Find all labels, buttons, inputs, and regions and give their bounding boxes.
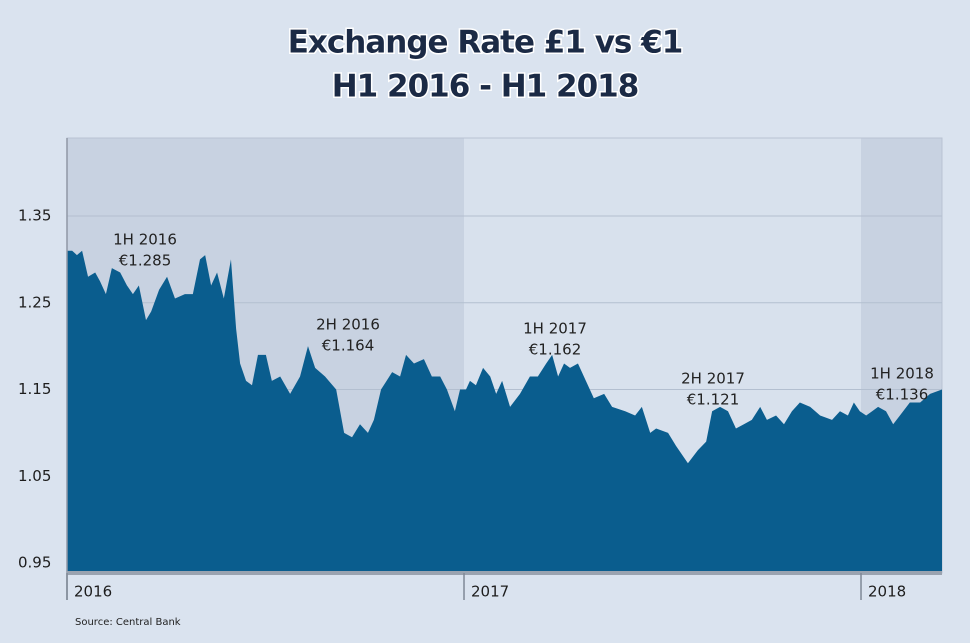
x-axis	[67, 571, 942, 575]
annotation-value: €1.121	[687, 391, 740, 409]
y-tick-label: 1.35	[18, 207, 51, 225]
annotation-title: 2H 2016	[316, 316, 380, 334]
x-tick-label: 2017	[471, 583, 509, 601]
chart-title: Exchange Rate £1 vs €1	[288, 25, 683, 61]
y-tick-label: 1.05	[18, 467, 51, 485]
annotation-title: 2H 2017	[681, 370, 745, 388]
source-note: Source: Central Bank	[75, 617, 181, 628]
chart-subtitle: H1 2016 - H1 2018	[332, 69, 639, 105]
annotation-value: €1.136	[876, 386, 929, 404]
x-tick-label: 2016	[74, 583, 112, 601]
y-tick-label: 0.95	[18, 554, 51, 572]
annotation-title: 1H 2017	[523, 320, 587, 338]
y-tick-label: 1.15	[18, 380, 51, 398]
annotation-value: €1.285	[119, 252, 172, 270]
annotation-value: €1.164	[322, 337, 375, 355]
y-tick-label: 1.25	[18, 293, 51, 311]
x-tick-label: 2018	[868, 583, 906, 601]
annotation-title: 1H 2018	[870, 365, 934, 383]
annotation-value: €1.162	[529, 341, 582, 359]
area	[67, 250, 942, 573]
annotation-title: 1H 2016	[113, 231, 177, 249]
